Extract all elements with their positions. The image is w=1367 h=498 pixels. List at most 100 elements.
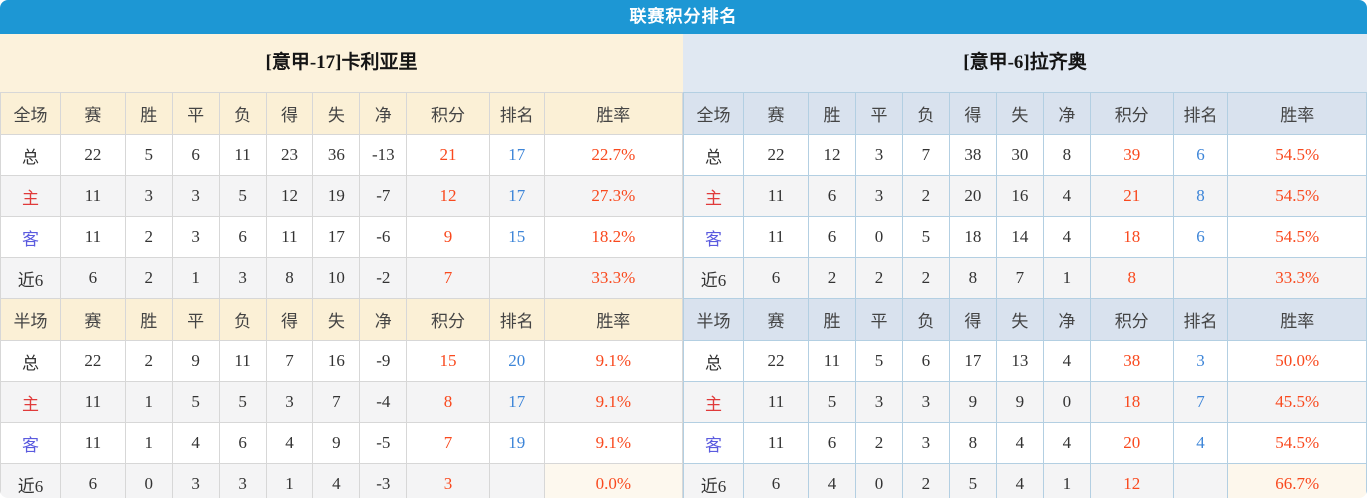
stat-cell: 11 — [60, 216, 126, 258]
stat-cell: 19 — [312, 175, 361, 217]
stat-cell: 2 — [901, 463, 950, 498]
rank-cell: 17 — [488, 175, 545, 217]
column-header: 失 — [995, 92, 1044, 135]
points-cell: 21 — [406, 134, 490, 176]
stat-cell: 7 — [265, 340, 314, 382]
column-header: 负 — [901, 92, 950, 135]
stat-cell: 4 — [995, 422, 1044, 464]
rank-cell: 3 — [1172, 340, 1229, 382]
stat-cell: 1 — [1042, 257, 1091, 299]
stat-cell: 8 — [948, 257, 997, 299]
column-header: 排名 — [1172, 298, 1229, 341]
stat-cell: 6 — [743, 463, 809, 498]
stat-cell: 5 — [218, 381, 267, 423]
row-label: 主 — [0, 175, 62, 217]
column-header: 失 — [312, 298, 361, 341]
stats-table-left: 全场赛胜平负得失净积分 排名 胜率总 22 5 6 11 23 36 -13 21 17 22.7% 主 1… — [0, 92, 684, 498]
stat-cell: 2 — [854, 422, 903, 464]
stats-row: 客 11 6 0 5 18 14 4 18 6 54.5% — [682, 216, 1367, 258]
stat-cell: 3 — [854, 134, 903, 176]
stat-cell: 4 — [1042, 422, 1091, 464]
stats-row: 总 22 12 3 7 38 30 8 39 6 54.5% — [682, 134, 1367, 176]
team-panel-right: [意甲-6]拉齐奥 全场赛胜平负得失净积分 排名 胜率总 22 12 3 7 38 30 8 39 6… — [682, 34, 1367, 498]
column-header: 负 — [218, 298, 267, 341]
win-rate-cell: 45.5% — [1227, 381, 1367, 423]
win-rate-cell: 9.1% — [543, 381, 684, 423]
stat-cell: 30 — [995, 134, 1044, 176]
stat-cell: -2 — [359, 257, 408, 299]
stat-cell: 3 — [171, 216, 220, 258]
stat-cell: 11 — [743, 216, 809, 258]
stat-cell: 18 — [948, 216, 997, 258]
stat-cell: 9 — [948, 381, 997, 423]
full-section-header-row: 全场赛胜平负得失净积分 排名 胜率 — [682, 92, 1367, 135]
stat-cell: 10 — [312, 257, 361, 299]
stat-cell: 3 — [218, 463, 267, 498]
points-cell: 8 — [406, 381, 490, 423]
stats-row: 主 11 5 3 3 9 9 0 18 7 45.5% — [682, 381, 1367, 423]
half-match-section-right: 半场赛胜平负得失净积分 排名 胜率总 22 11 5 6 17 13 4 38 3 50.0% 主 11 5 3… — [682, 298, 1367, 498]
stat-cell: 3 — [901, 381, 950, 423]
row-label: 近6 — [0, 257, 62, 299]
row-label: 主 — [682, 381, 745, 423]
row-label: 总 — [682, 134, 745, 176]
points-cell: 21 — [1089, 175, 1174, 217]
rank-cell: 17 — [488, 134, 545, 176]
rank-cell: 8 — [1172, 175, 1229, 217]
column-header: 胜 — [807, 92, 856, 135]
stat-cell: 2 — [124, 340, 173, 382]
points-cell: 9 — [406, 216, 490, 258]
column-header: 负 — [901, 298, 950, 341]
column-header: 赛 — [60, 298, 126, 341]
stat-cell: 11 — [218, 340, 267, 382]
stat-cell: 8 — [1042, 134, 1091, 176]
column-header: 胜率 — [543, 92, 684, 135]
stat-cell: -7 — [359, 175, 408, 217]
stat-cell: 12 — [265, 175, 314, 217]
full-match-section-left: 全场赛胜平负得失净积分 排名 胜率总 22 5 6 11 23 36 -13 21 17 22.7% 主 1… — [0, 92, 684, 299]
stat-cell: 6 — [60, 463, 126, 498]
stat-cell: 7 — [901, 134, 950, 176]
stat-cell: 11 — [743, 381, 809, 423]
stat-cell: 6 — [807, 422, 856, 464]
stat-cell: 20 — [948, 175, 997, 217]
stat-cell: 6 — [807, 175, 856, 217]
column-header: 得 — [265, 92, 314, 135]
stat-cell: 0 — [854, 216, 903, 258]
points-cell: 15 — [406, 340, 490, 382]
full-section-header-row: 全场赛胜平负得失净积分 排名 胜率 — [0, 92, 684, 135]
row-label: 主 — [0, 381, 62, 423]
stat-cell: 6 — [218, 422, 267, 464]
points-cell: 12 — [406, 175, 490, 217]
win-rate-cell: 9.1% — [543, 340, 684, 382]
stat-cell: 4 — [1042, 216, 1091, 258]
row-label: 近6 — [0, 463, 62, 498]
stats-row: 近6 6 4 0 2 5 4 1 12 66.7% — [682, 463, 1367, 498]
stat-cell: 3 — [854, 175, 903, 217]
stat-cell: 6 — [901, 340, 950, 382]
stat-cell: 11 — [60, 175, 126, 217]
column-header: 全场 — [682, 92, 745, 135]
stat-cell: 3 — [124, 175, 173, 217]
win-rate-cell: 22.7% — [543, 134, 684, 176]
rank-cell: 4 — [1172, 422, 1229, 464]
stat-cell: 4 — [265, 422, 314, 464]
win-rate-cell: 18.2% — [543, 216, 684, 258]
team-title-right: [意甲-6]拉齐奥 — [683, 34, 1367, 92]
team-panel-left: [意甲-17]卡利亚里 全场赛胜平负得失净积分 排名 胜率总 22 5 6 11 23 36 -1… — [0, 34, 684, 498]
win-rate-cell: 66.7% — [1227, 463, 1367, 498]
stat-cell: 1 — [171, 257, 220, 299]
column-header: 排名 — [488, 298, 545, 341]
stats-table-right: 全场赛胜平负得失净积分 排名 胜率总 22 12 3 7 38 30 8 39 6 54.5% 主 11 6 3… — [682, 92, 1367, 498]
column-header: 赛 — [743, 298, 809, 341]
stat-cell: 14 — [995, 216, 1044, 258]
column-header: 得 — [948, 92, 997, 135]
team-panels: [意甲-17]卡利亚里 全场赛胜平负得失净积分 排名 胜率总 22 5 6 11 23 36 -1… — [0, 34, 1367, 498]
stat-cell: 6 — [171, 134, 220, 176]
stat-cell: 4 — [1042, 340, 1091, 382]
column-header: 半场 — [682, 298, 745, 341]
stat-cell: 11 — [60, 422, 126, 464]
column-header: 得 — [265, 298, 314, 341]
rank-cell: 6 — [1172, 216, 1229, 258]
